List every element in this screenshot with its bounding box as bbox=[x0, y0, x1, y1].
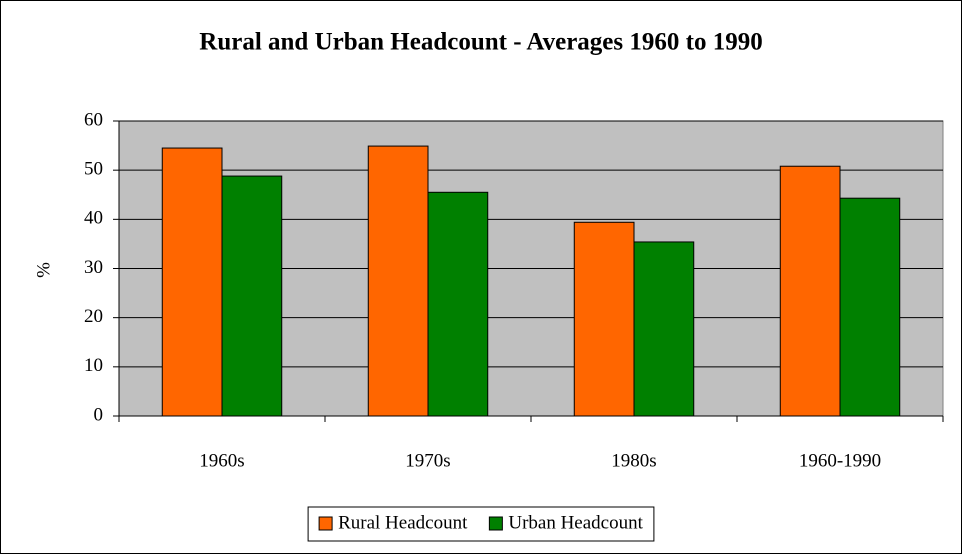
bar bbox=[161, 147, 223, 417]
y-tick-label: 10 bbox=[84, 355, 103, 376]
x-tick-label: 1960-1990 bbox=[799, 450, 881, 471]
y-tick-label: 40 bbox=[84, 208, 103, 229]
y-tick-label: 0 bbox=[94, 404, 104, 425]
legend-label: Urban Headcount bbox=[508, 512, 643, 533]
x-tick-label: 1960s bbox=[199, 450, 244, 471]
legend-swatch bbox=[318, 516, 333, 531]
x-tick-label: 1970s bbox=[405, 450, 450, 471]
y-tick-label: 30 bbox=[84, 257, 103, 278]
y-axis-label: % bbox=[33, 262, 54, 278]
chart-title: Rural and Urban Headcount - Averages 196… bbox=[199, 29, 762, 56]
bar bbox=[573, 221, 635, 417]
bar bbox=[427, 191, 489, 417]
bar bbox=[779, 165, 841, 417]
bar bbox=[221, 175, 283, 417]
legend-label: Rural Headcount bbox=[338, 512, 468, 533]
bar bbox=[839, 197, 901, 417]
bar bbox=[633, 241, 695, 417]
y-tick-label: 60 bbox=[84, 109, 103, 130]
y-tick-label: 20 bbox=[84, 306, 103, 327]
legend-swatch bbox=[488, 516, 503, 531]
y-tick-label: 50 bbox=[84, 159, 103, 180]
bar bbox=[367, 145, 429, 417]
x-tick-label: 1980s bbox=[611, 450, 656, 471]
legend bbox=[307, 506, 655, 542]
